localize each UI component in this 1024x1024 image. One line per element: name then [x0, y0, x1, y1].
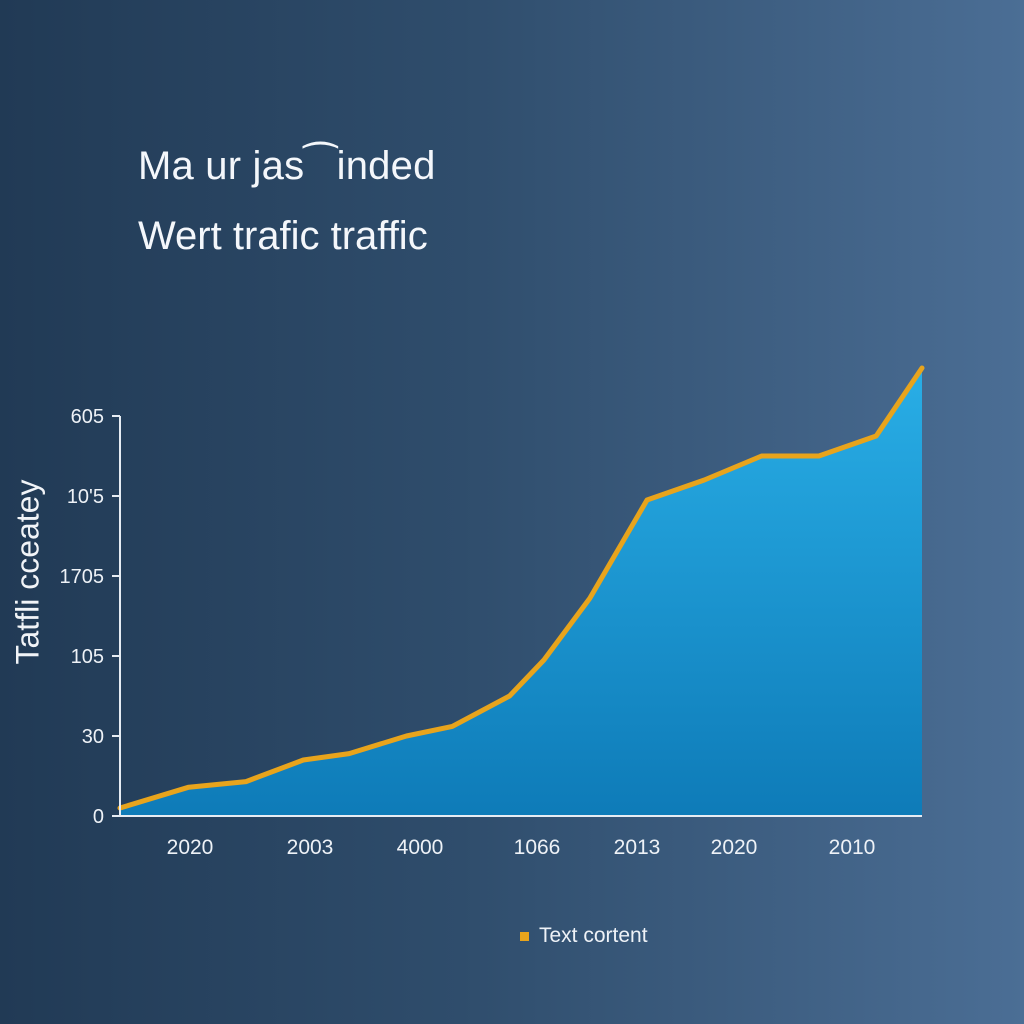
y-tick-label: 10'5	[67, 486, 104, 508]
data-point	[244, 779, 249, 784]
y-tick-label: 30	[82, 726, 104, 748]
legend-label: Text cortent	[539, 924, 648, 947]
data-point	[347, 751, 352, 756]
data-point	[645, 498, 650, 502]
data-point	[450, 724, 455, 729]
data-point	[507, 694, 512, 698]
x-tick-label: 2003	[287, 836, 334, 859]
chart-title: Ma ur jas⁀inded	[138, 144, 436, 188]
chart-subtitle: Wert trafic traffic	[138, 214, 428, 258]
series-line	[117, 365, 925, 811]
legend: Text cortent	[520, 924, 648, 948]
data-point	[702, 478, 707, 482]
x-tick-label: 2013	[614, 836, 661, 859]
x-tick-label: 2020	[167, 836, 214, 859]
x-tick-label: 2020	[711, 836, 758, 859]
plot-area: 0 30 105 1705 10'5 605 2020 2003 4000 1066 2013 202…	[60, 365, 925, 859]
y-tick-label: 0	[93, 806, 104, 828]
x-tick-label: 2010	[829, 836, 876, 859]
data-point	[186, 785, 191, 790]
data-point	[816, 454, 821, 458]
data-point	[874, 434, 879, 438]
data-point	[541, 658, 546, 662]
legend-swatch	[520, 931, 529, 941]
y-tick-label: 605	[71, 406, 104, 428]
data-point	[587, 596, 592, 601]
x-tick-label: 1066	[514, 836, 561, 859]
data-point	[404, 734, 409, 738]
data-point	[301, 758, 306, 762]
area-fill	[120, 368, 922, 816]
y-tick-label: 105	[71, 646, 104, 668]
x-tick-label: 4000	[397, 836, 444, 859]
data-point	[759, 454, 764, 458]
data-point	[920, 366, 924, 370]
y-tick-label: 1705	[60, 566, 105, 588]
